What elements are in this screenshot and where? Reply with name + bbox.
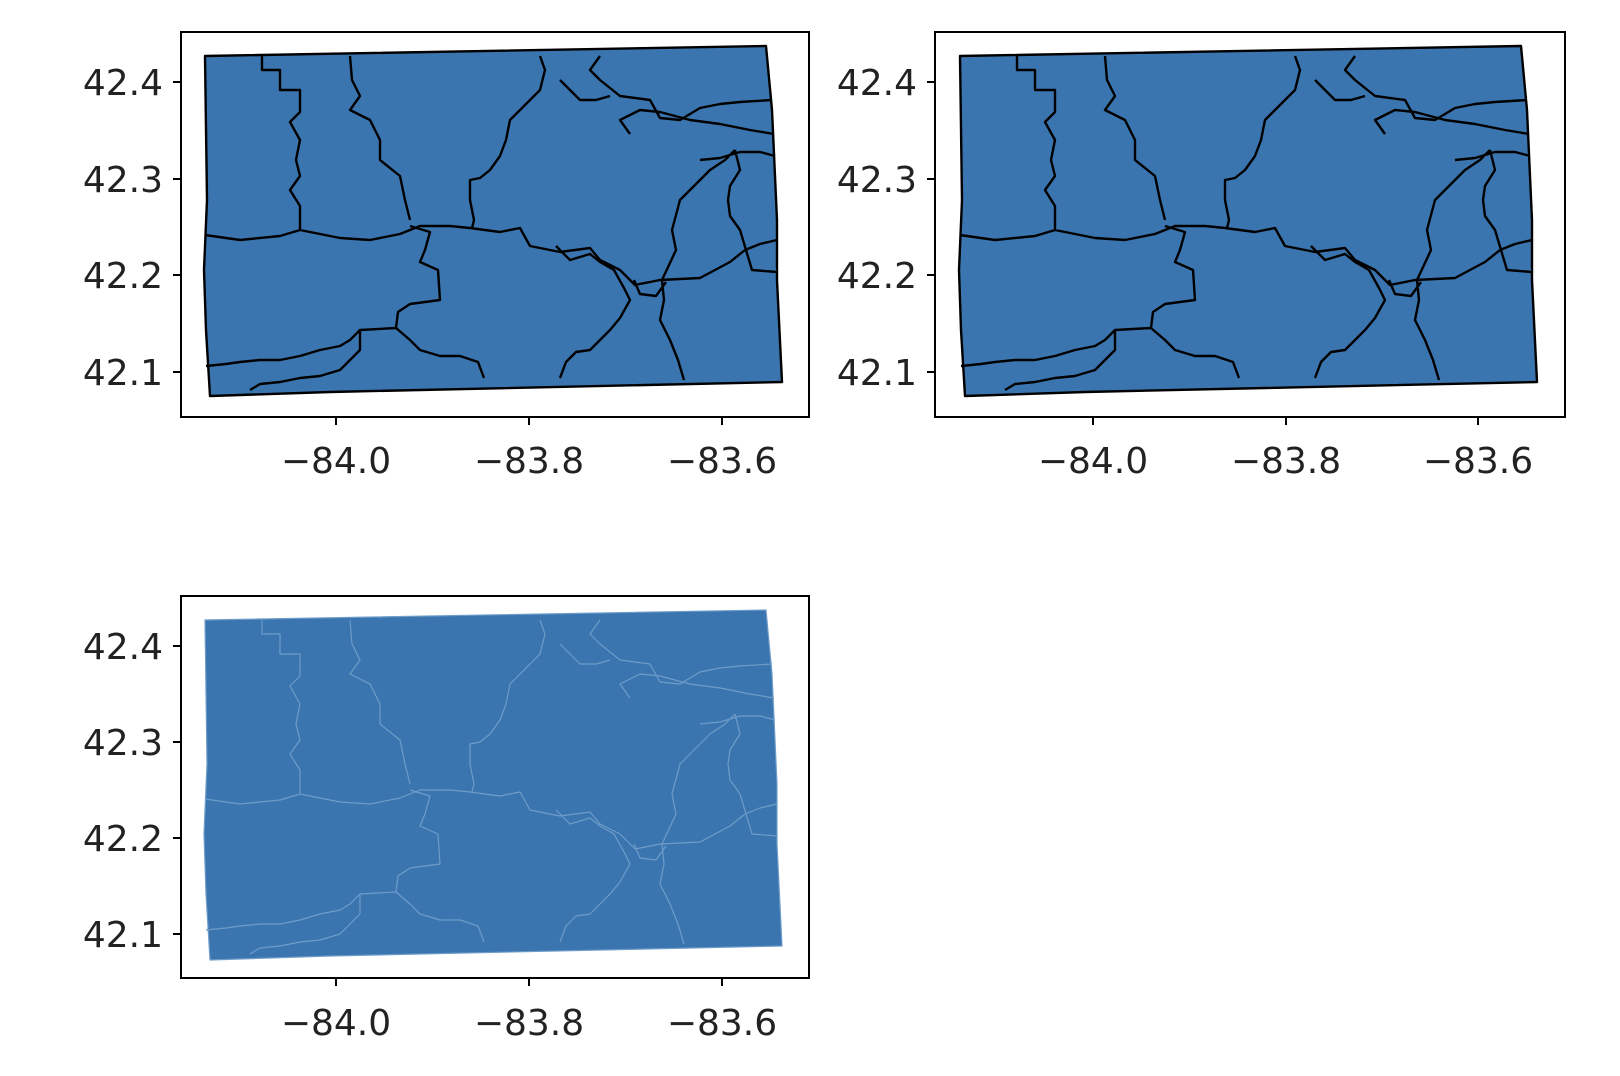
region-fill (957, 44, 1539, 398)
y-tick-label: 42.4 (83, 627, 163, 668)
y-tick-label: 42.4 (837, 63, 917, 104)
y-tick-label: 42.2 (83, 819, 163, 860)
axes-frame (934, 31, 1566, 418)
x-tick-label: −84.0 (281, 1003, 391, 1044)
y-tick-label: 42.4 (83, 63, 163, 104)
y-tick-label: 42.1 (83, 353, 163, 394)
map-panel-3: 42.4 42.3 42.2 42.1 −84.0 −83.8 −83.6 (83, 595, 810, 1044)
y-tick-label: 42.3 (83, 160, 163, 201)
x-tick-label: −84.0 (1038, 441, 1148, 482)
x-tick-label: −83.8 (474, 1003, 584, 1044)
y-tick-label: 42.3 (83, 723, 163, 764)
map-panel-2: 42.4 42.3 42.2 42.1 −84.0 −83.8 −83.6 (837, 31, 1566, 482)
y-tick-label: 42.3 (837, 160, 917, 201)
x-tick-label: −83.8 (1231, 441, 1341, 482)
x-tick-label: −83.6 (667, 1003, 777, 1044)
y-tick-label: 42.2 (837, 256, 917, 297)
y-tick-label: 42.1 (83, 915, 163, 956)
x-ticks: −84.0 −83.8 −83.6 (281, 978, 777, 1044)
axes-frame (180, 595, 810, 979)
y-tick-label: 42.2 (83, 256, 163, 297)
x-tick-label: −84.0 (281, 441, 391, 482)
x-ticks: −84.0 −83.8 −83.6 (1038, 417, 1533, 482)
x-ticks: −84.0 −83.8 −83.6 (281, 417, 777, 482)
axes-frame (180, 31, 810, 418)
y-tick-label: 42.1 (837, 353, 917, 394)
y-ticks: 42.4 42.3 42.2 42.1 (83, 627, 181, 956)
x-tick-label: −83.6 (667, 441, 777, 482)
y-ticks: 42.4 42.3 42.2 42.1 (837, 63, 935, 394)
region-fill (203, 609, 783, 961)
y-ticks: 42.4 42.3 42.2 42.1 (83, 63, 181, 394)
x-tick-label: −83.8 (474, 441, 584, 482)
x-tick-label: −83.6 (1423, 441, 1533, 482)
map-panel-1: 42.4 42.3 42.2 42.1 −84.0 −83.8 −83.6 (83, 31, 810, 482)
region-fill (202, 44, 784, 398)
